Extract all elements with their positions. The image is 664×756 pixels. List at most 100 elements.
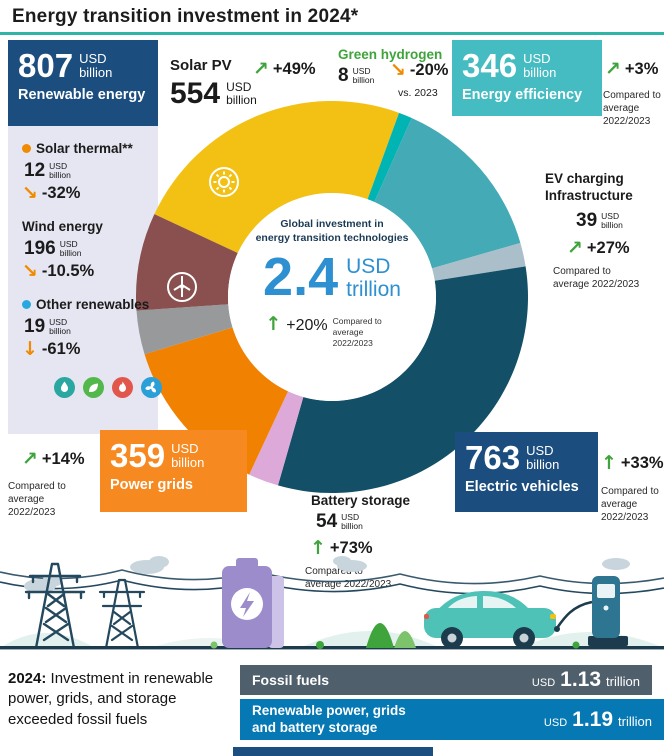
value-number: 54 bbox=[316, 511, 338, 532]
energy-efficiency-compare: Compared to average 2022/2023 bbox=[603, 90, 661, 127]
power-grids-label: Power grids bbox=[110, 477, 193, 493]
donut-segment-wind-energy bbox=[136, 214, 238, 311]
value-number: 12 bbox=[24, 160, 46, 181]
arrow-up-right-icon: ↗ bbox=[22, 448, 38, 470]
value-number: 554 bbox=[170, 77, 221, 110]
transmission-tower-icon bbox=[98, 578, 146, 650]
label-text: Wind energy bbox=[22, 219, 103, 234]
value-unit: USD billion bbox=[79, 51, 113, 81]
electric-vehicles-compare: Compared to average 2022/2023 bbox=[601, 486, 659, 523]
power-line bbox=[0, 569, 664, 585]
change-percent: -20% bbox=[409, 61, 449, 79]
donut-segment-energy-efficiency bbox=[374, 117, 521, 269]
change-percent: -10.5% bbox=[41, 262, 95, 280]
donut-center: Global investment in energy transition t… bbox=[228, 193, 436, 401]
donut-center-heading: Global investment in energy transition t… bbox=[255, 218, 409, 244]
renewable-energy-label: Renewable energy bbox=[18, 87, 146, 103]
change-percent: +33% bbox=[620, 454, 664, 472]
value-number: 807 bbox=[18, 47, 74, 84]
title-underline bbox=[0, 32, 664, 35]
arrow-up-icon: ↑ bbox=[310, 537, 326, 559]
donut-segment-ev-charging-infrastructure bbox=[431, 242, 526, 281]
wind-energy-change: ↘ -10.5% bbox=[22, 262, 94, 281]
ground-line bbox=[0, 646, 664, 650]
value-unit: USD billion bbox=[352, 66, 375, 86]
sun-icon bbox=[209, 167, 239, 197]
donut-chart bbox=[136, 100, 529, 494]
value-number: 763 bbox=[465, 439, 521, 476]
value-unit: USD billion bbox=[49, 161, 71, 181]
value-unit: USD billion bbox=[171, 441, 205, 471]
arrow-down-right-icon: ↘ bbox=[22, 260, 38, 282]
blue-bullet-icon bbox=[22, 300, 31, 309]
label-text: Other renewables bbox=[36, 297, 150, 312]
energy-efficiency-change: ↗ +3% bbox=[605, 60, 658, 79]
change-percent: +3% bbox=[624, 60, 659, 78]
tree-icon bbox=[210, 623, 580, 649]
arrow-up-right-icon: ↗ bbox=[253, 58, 269, 80]
value-unit: USD billion bbox=[226, 80, 257, 107]
car-icon bbox=[424, 590, 556, 649]
value-number: 359 bbox=[110, 437, 166, 474]
battery-storage-value: 54 USD billion bbox=[316, 512, 363, 531]
donut-segment-solar-pv bbox=[154, 100, 400, 254]
value-unit: USD billion bbox=[601, 211, 623, 231]
solar-thermal-change: ↘ -32% bbox=[22, 184, 80, 203]
power-grids-compare: Compared to average 2022/2023 bbox=[8, 481, 66, 518]
ev-charging-compare: Compared to average 2022/2023 bbox=[553, 266, 640, 290]
value-unit: USD billion bbox=[526, 443, 560, 473]
change-percent: +49% bbox=[272, 60, 316, 78]
value-unit: USD billion bbox=[59, 239, 82, 259]
other-renewables-value: 19 USD billion bbox=[24, 317, 71, 336]
arrow-down-right-icon: ↘ bbox=[390, 59, 406, 81]
note-text: Investment in renewable power, grids, an… bbox=[8, 670, 214, 728]
energy-efficiency-box: 346 USD billion Energy efficiency bbox=[452, 40, 602, 116]
energy-efficiency-value: 346 USD billion bbox=[462, 49, 592, 82]
power-grids-change: ↗ +14% bbox=[22, 450, 85, 469]
power-grids-value: 359 USD billion bbox=[110, 439, 237, 472]
power-grids-box: 359 USD billion Power grids bbox=[100, 430, 247, 512]
renewable-energy-value: 807 USD billion bbox=[18, 49, 148, 82]
value-number: 19 bbox=[24, 316, 46, 337]
wind-energy-value: 196 USD billion bbox=[24, 239, 81, 258]
summary-note: 2024: Investment in renewable power, gri… bbox=[8, 669, 222, 730]
change-percent: +14% bbox=[41, 450, 85, 468]
donut-segment-other-renewables bbox=[136, 304, 233, 355]
renewables-icons bbox=[54, 377, 162, 398]
wind-fan-icon bbox=[141, 377, 162, 398]
solar-thermal-value: 12 USD billion bbox=[24, 161, 71, 180]
renewable-energy-box: 807 USD billion Renewable energy bbox=[8, 40, 158, 126]
solar-pv-label: Solar PV bbox=[170, 57, 232, 74]
electric-vehicles-box: 763 USD billion Electric vehicles bbox=[455, 432, 598, 512]
fossil-fuels-bar: Fossil fuels USD 1.13 trillion bbox=[240, 665, 652, 695]
arrow-up-right-icon: ↗ bbox=[605, 58, 621, 80]
donut-segment-power-grids bbox=[144, 327, 289, 475]
arrow-down-right-icon: ↘ bbox=[22, 182, 38, 204]
footer-strip bbox=[233, 747, 433, 756]
illustration bbox=[0, 556, 664, 650]
power-line bbox=[0, 579, 664, 595]
leaf-icon bbox=[83, 377, 104, 398]
page-title: Energy transition investment in 2024* bbox=[12, 6, 359, 27]
cloud-icon bbox=[24, 556, 630, 593]
green-hydrogen-note: vs. 2023 bbox=[398, 87, 438, 99]
green-hydrogen-value: 8 USD billion bbox=[338, 66, 374, 85]
electric-vehicles-label: Electric vehicles bbox=[465, 479, 579, 495]
arrow-down-icon: ↓ bbox=[22, 338, 38, 360]
other-renewables-change: ↓ -61% bbox=[22, 340, 80, 359]
other-renewables-label: Other renewables bbox=[22, 297, 149, 312]
change-percent: -32% bbox=[41, 184, 81, 202]
ev-charging-change: ↗ +27% bbox=[567, 239, 630, 258]
value-unit: USD trillion bbox=[346, 255, 401, 301]
flame-icon bbox=[112, 377, 133, 398]
transmission-tower-icon bbox=[24, 562, 86, 650]
orange-bullet-icon bbox=[22, 144, 31, 153]
value-number: 8 bbox=[338, 65, 349, 86]
value-unit: USD billion bbox=[341, 512, 363, 532]
donut-segment-battery-storage bbox=[249, 391, 304, 486]
ev-charger-icon bbox=[554, 576, 628, 646]
change-percent: +73% bbox=[329, 539, 373, 557]
battery-storage-compare: Compared to average 2022/2023 bbox=[305, 566, 392, 590]
total-investment-compare: Compared to average 2022/2023 bbox=[332, 316, 382, 349]
green-hydrogen-label: Green hydrogen bbox=[338, 47, 443, 62]
